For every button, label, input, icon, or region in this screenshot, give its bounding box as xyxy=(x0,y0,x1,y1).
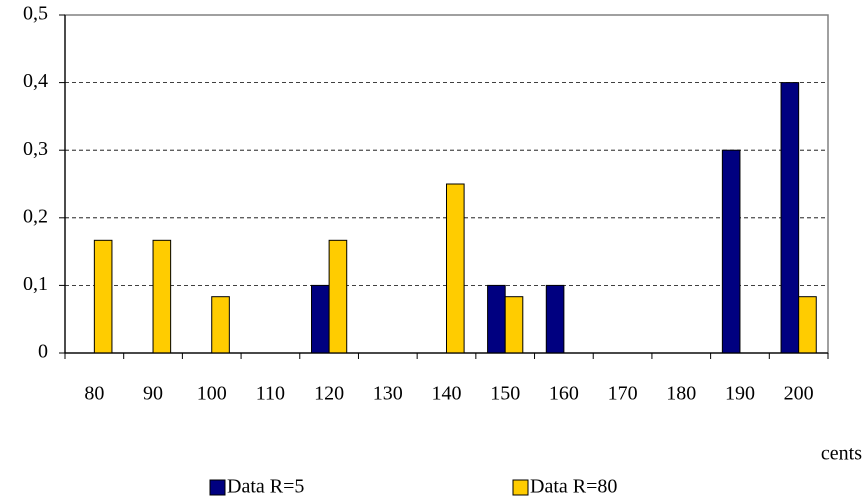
x-tick-label: 140 xyxy=(432,383,462,405)
y-tick-label: 0,5 xyxy=(23,3,48,25)
x-axis-label: cents xyxy=(821,443,862,465)
x-tick-label: 120 xyxy=(314,383,344,405)
legend-label: Data R=5 xyxy=(227,476,304,498)
bar xyxy=(311,284,330,354)
legend-label: Data R=80 xyxy=(530,476,617,498)
y-tick-label: 0,2 xyxy=(23,205,48,227)
bar xyxy=(446,183,465,354)
y-tick-label: 0,1 xyxy=(23,273,48,295)
legend-swatch xyxy=(209,479,226,496)
bar xyxy=(328,239,348,354)
bar xyxy=(545,284,565,354)
x-tick-label: 130 xyxy=(373,383,403,405)
legend-swatch xyxy=(512,479,529,496)
x-tick-label: 190 xyxy=(725,383,755,405)
y-tick-label: 0,4 xyxy=(23,70,48,92)
x-tick-label: 170 xyxy=(608,383,638,405)
x-tick-label: 80 xyxy=(84,383,104,405)
x-tick-label: 200 xyxy=(784,383,814,405)
bar xyxy=(780,82,800,354)
x-tick-label: 160 xyxy=(549,383,579,405)
bar xyxy=(798,296,817,354)
y-tick-label: 0,3 xyxy=(23,138,48,160)
x-tick-label: 90 xyxy=(143,383,163,405)
y-tick-label: 0 xyxy=(38,341,48,363)
bar xyxy=(487,284,506,354)
bar xyxy=(93,239,113,354)
x-tick-label: 100 xyxy=(197,383,227,405)
bar xyxy=(152,239,172,354)
bar xyxy=(504,296,524,354)
x-tick-label: 110 xyxy=(256,383,285,405)
bar xyxy=(721,149,741,354)
x-tick-label: 150 xyxy=(490,383,520,405)
x-tick-label: 180 xyxy=(666,383,696,405)
bar xyxy=(211,296,230,354)
